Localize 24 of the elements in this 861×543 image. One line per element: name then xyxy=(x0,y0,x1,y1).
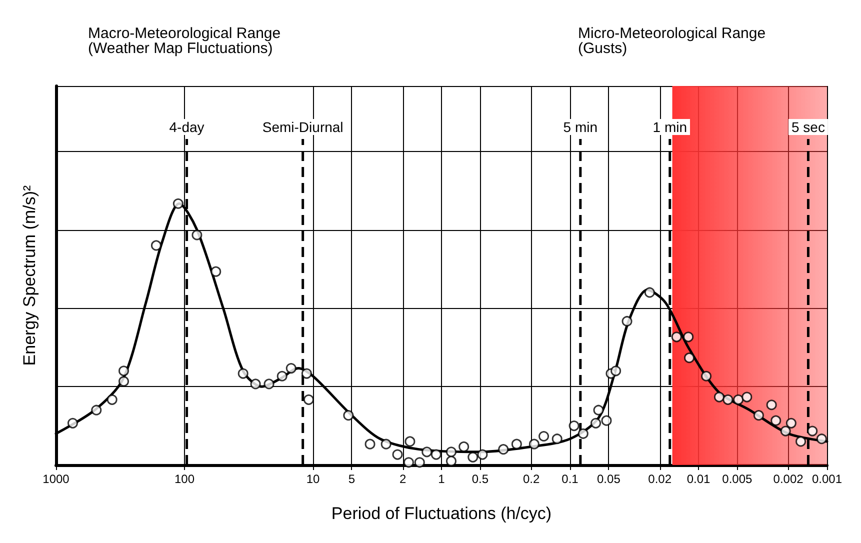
x-tick-label: 0.05 xyxy=(597,472,621,486)
ref-line-label: 4-day xyxy=(169,119,204,136)
x-tick-label: 0.01 xyxy=(686,472,710,486)
x-tick-label: 0.1 xyxy=(562,472,579,486)
x-tick-label: 0.002 xyxy=(773,472,804,486)
x-axis-title: Period of Fluctuations (h/cyc) xyxy=(331,504,552,523)
ref-line-label: 1 min xyxy=(652,119,687,136)
ref-line-label: 5 min xyxy=(563,119,598,136)
ref-line-label: Semi-Diurnal xyxy=(262,119,344,136)
x-tick-label: 100 xyxy=(174,472,195,486)
x-tick-label: 0.005 xyxy=(722,472,753,486)
x-tick-label: 1 xyxy=(438,472,446,486)
x-tick-label: 5 xyxy=(348,472,356,486)
x-tick-label: 1000 xyxy=(42,472,70,486)
y-axis-title: Energy Spectrum (m/s)² xyxy=(20,184,39,366)
text: Micro-Meteorological Range (Gusts) xyxy=(578,25,766,57)
x-tick-label: 2 xyxy=(399,472,406,486)
x-tick-label: 0.02 xyxy=(648,472,672,486)
ref-line-label: 5 sec xyxy=(791,119,825,136)
x-tick-label: 10 xyxy=(306,472,320,486)
x-tick-label: 0.001 xyxy=(812,472,842,486)
x-tick-label: 0.2 xyxy=(522,472,540,486)
text: Macro-Meteorological Range (Weather Map Fluctuations) xyxy=(88,25,281,57)
x-tick-label: 0.5 xyxy=(472,472,489,486)
